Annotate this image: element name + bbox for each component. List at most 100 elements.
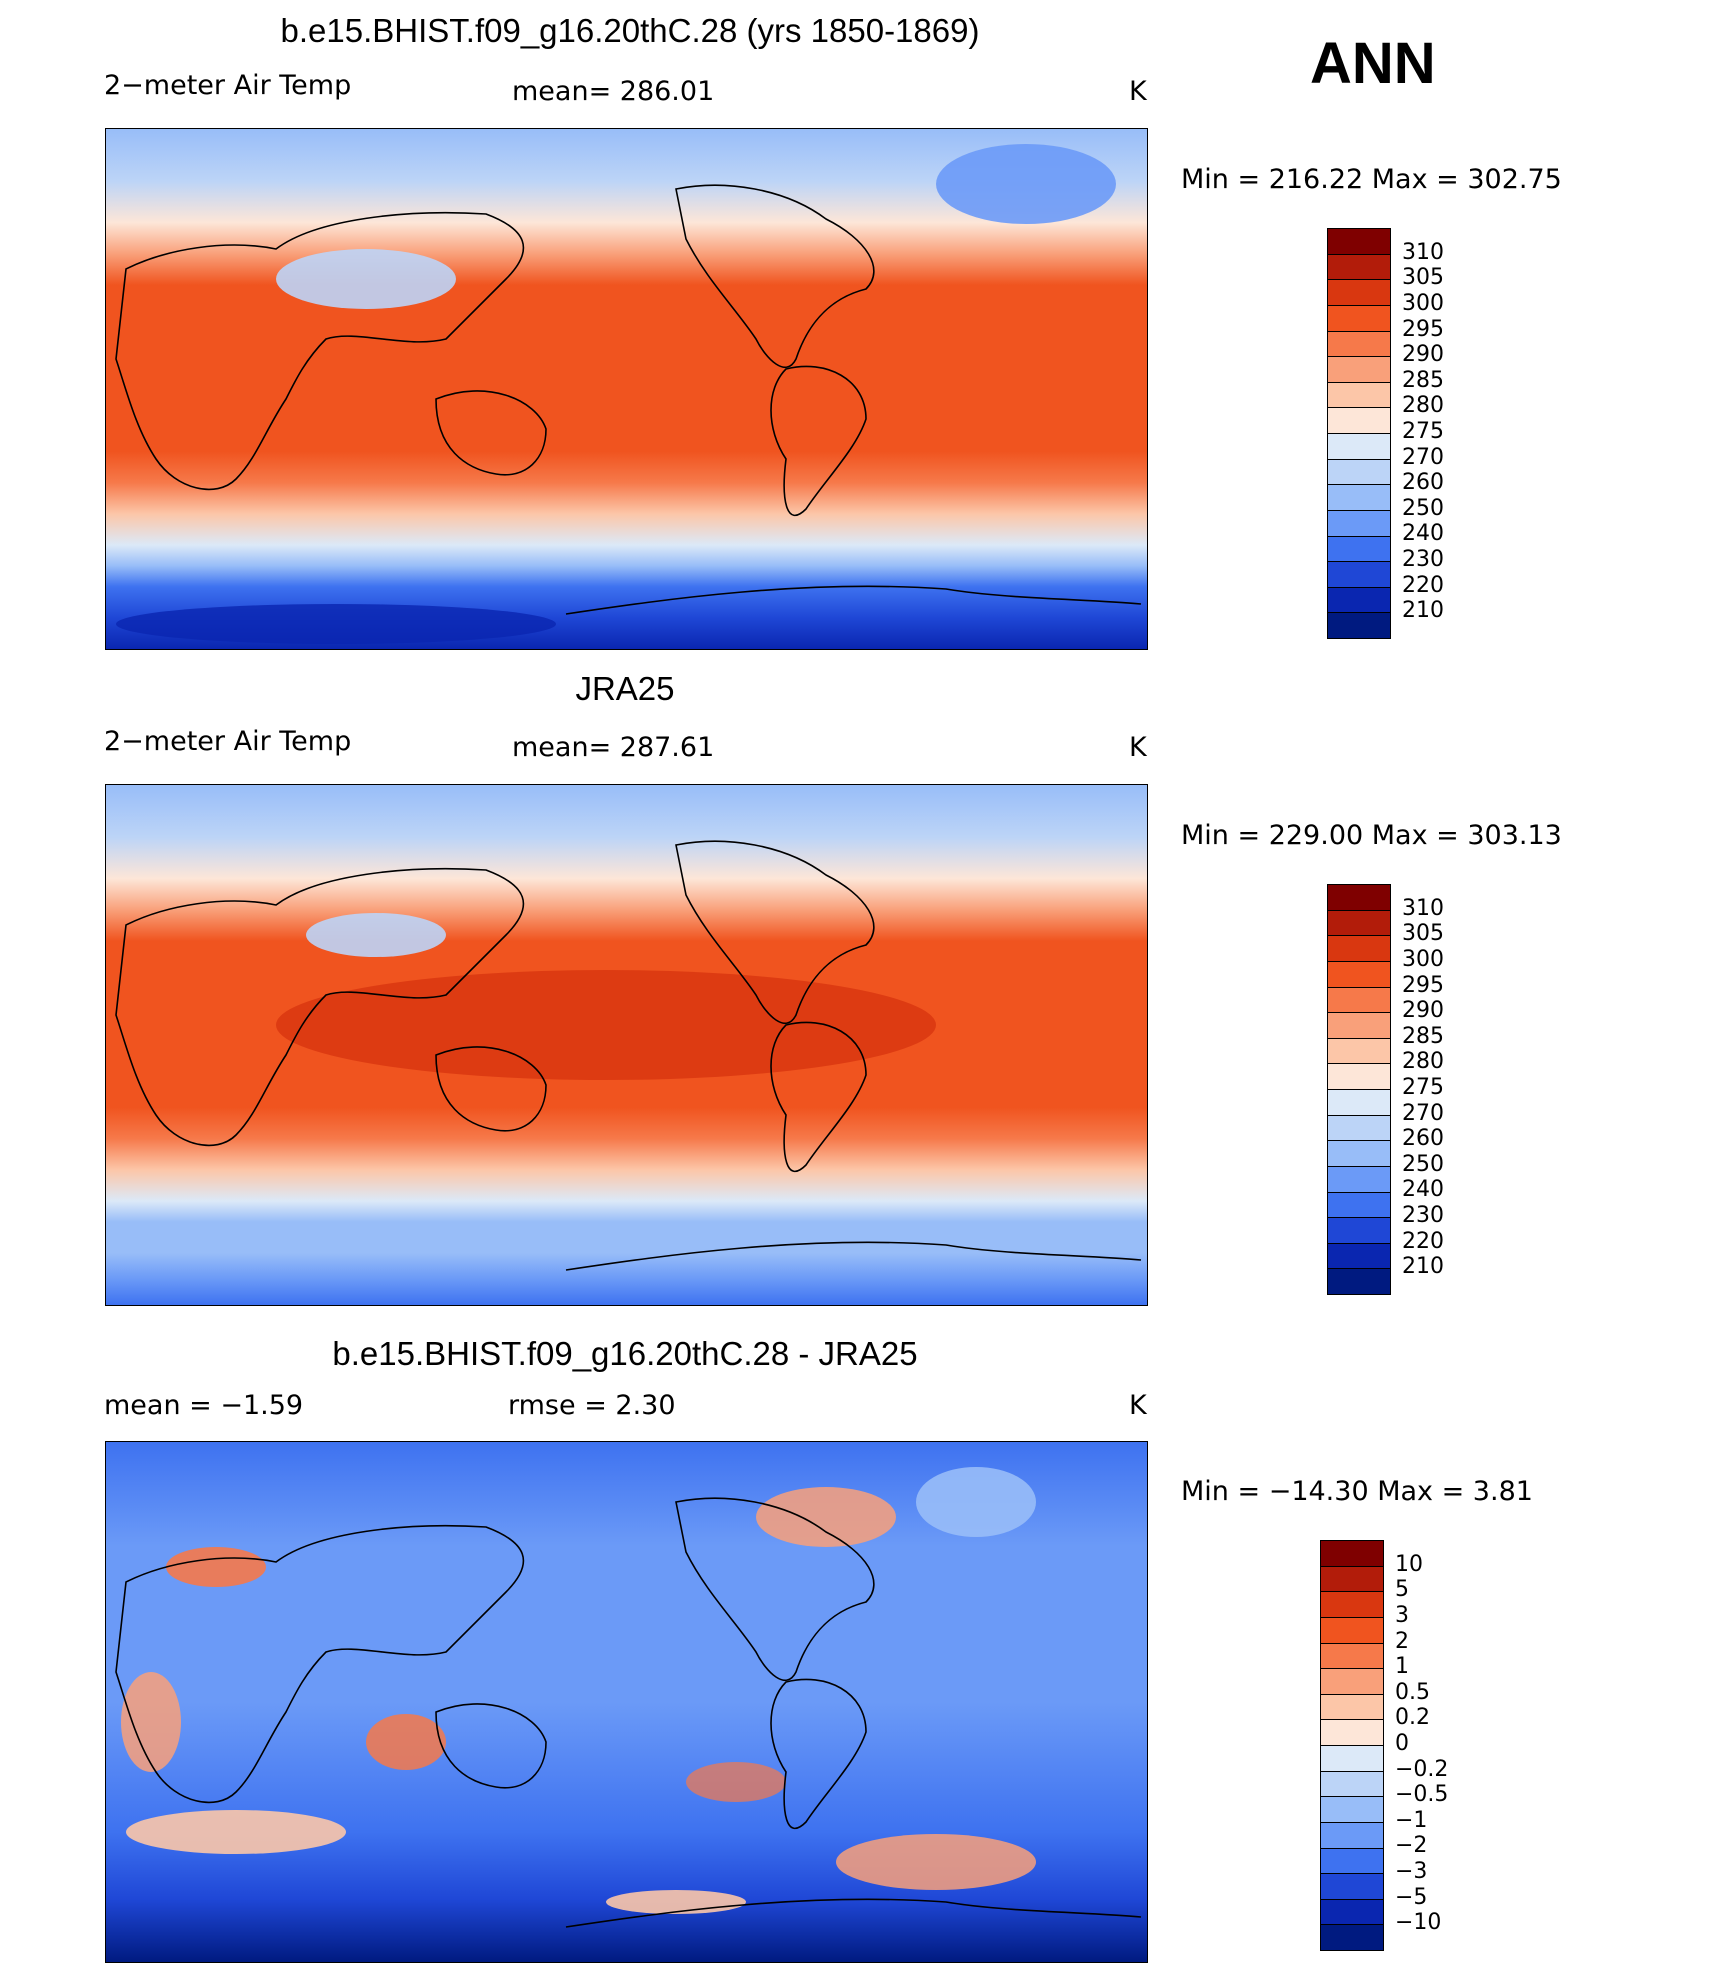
colorbar-swatch — [1328, 1269, 1390, 1294]
panel1-variable: 2−meter Air Temp — [104, 70, 352, 101]
panel3-minmax: Min = −14.30 Max = 3.81 — [1181, 1476, 1533, 1507]
colorbar-swatch — [1321, 1771, 1383, 1798]
panel3-mean: mean = −1.59 — [104, 1390, 304, 1421]
colorbar-swatch — [1321, 1720, 1383, 1746]
colorbar-swatch — [1328, 1064, 1390, 1090]
panel2-mean: mean= 287.61 — [512, 732, 715, 763]
colorbar-swatch — [1321, 1694, 1383, 1721]
panel2-minmax: Min = 229.00 Max = 303.13 — [1181, 820, 1562, 851]
colorbar-swatch — [1328, 1141, 1390, 1167]
panel3-colorbar — [1320, 1540, 1384, 1951]
colorbar-label: 240 — [1402, 521, 1444, 547]
colorbar-label: 220 — [1402, 1228, 1444, 1254]
colorbar-swatch — [1328, 254, 1390, 281]
colorbar-label: 285 — [1402, 1023, 1444, 1049]
colorbar-swatch — [1321, 1746, 1383, 1772]
colorbar-label: −5 — [1395, 1884, 1428, 1910]
colorbar-swatch — [1328, 1243, 1390, 1270]
colorbar-label: 230 — [1402, 546, 1444, 572]
colorbar-swatch — [1328, 936, 1390, 962]
colorbar-label: 0.2 — [1395, 1705, 1430, 1731]
colorbar-swatch — [1328, 280, 1390, 306]
colorbar-label: 240 — [1402, 1177, 1444, 1203]
colorbar-label: 0.5 — [1395, 1679, 1430, 1705]
colorbar-label: 280 — [1402, 393, 1444, 419]
colorbar-swatch — [1328, 1192, 1390, 1219]
panel3-map — [105, 1441, 1148, 1963]
colorbar-swatch — [1328, 382, 1390, 409]
colorbar-label: 230 — [1402, 1202, 1444, 1228]
colorbar-swatch — [1328, 536, 1390, 563]
colorbar-swatch — [1321, 1669, 1383, 1695]
colorbar-swatch — [1321, 1925, 1383, 1950]
colorbar-swatch — [1321, 1899, 1383, 1926]
panel3-title: b.e15.BHIST.f09_g16.20thC.28 - JRA25 — [332, 1335, 918, 1372]
colorbar-label: 210 — [1402, 598, 1444, 624]
panel2-colorbar-labels: 310 305 300 295 290 285 280 275 270 260 250 240 230 2… — [1402, 896, 1444, 1280]
colorbar-label: 250 — [1402, 495, 1444, 521]
colorbar-label: 295 — [1402, 316, 1444, 342]
colorbar-label: 250 — [1402, 1151, 1444, 1177]
colorbar-label: 2 — [1395, 1628, 1409, 1654]
panel3-colorbar-labels: 10 5 3 2 1 0.5 0.2 0 −0.2 −0.5 −1 −2 −3 −5 −10 — [1395, 1552, 1448, 1936]
colorbar-label: 295 — [1402, 972, 1444, 998]
colorbar-label: 280 — [1402, 1049, 1444, 1075]
colorbar-label: 305 — [1402, 921, 1444, 947]
panel3-unit: K — [1129, 1390, 1147, 1421]
colorbar-swatch — [1328, 1115, 1390, 1142]
colorbar-swatch — [1328, 1013, 1390, 1039]
panel2-title: JRA25 — [575, 670, 675, 707]
colorbar-swatch — [1328, 434, 1390, 460]
colorbar-swatch — [1328, 987, 1390, 1014]
season-label: ANN — [1310, 31, 1436, 96]
colorbar-label: −1 — [1395, 1807, 1428, 1833]
colorbar-label: −2 — [1395, 1833, 1428, 1859]
colorbar-swatch — [1328, 510, 1390, 537]
colorbar-swatch — [1328, 485, 1390, 511]
colorbar-swatch — [1321, 1592, 1383, 1618]
colorbar-swatch — [1321, 1541, 1383, 1567]
colorbar-label: 270 — [1402, 1100, 1444, 1126]
colorbar-label: 1 — [1395, 1654, 1409, 1680]
colorbar-label: 275 — [1402, 418, 1444, 444]
colorbar-swatch — [1321, 1874, 1383, 1900]
panel1-minmax: Min = 216.22 Max = 302.75 — [1181, 164, 1562, 195]
panel1-unit: K — [1129, 76, 1147, 107]
colorbar-label: 305 — [1402, 265, 1444, 291]
panel1-map — [105, 128, 1148, 650]
panel3-rmse: rmse = 2.30 — [508, 1390, 676, 1421]
colorbar-swatch — [1328, 1038, 1390, 1065]
colorbar-label: −10 — [1395, 1910, 1442, 1936]
panel2-unit: K — [1129, 732, 1147, 763]
colorbar-swatch — [1328, 1090, 1390, 1116]
colorbar-swatch — [1328, 910, 1390, 937]
colorbar-label: 270 — [1402, 444, 1444, 470]
panel1-colorbar-labels: 310 305 300 295 290 285 280 275 270 260 250 240 230 2… — [1402, 240, 1444, 624]
colorbar-swatch — [1321, 1822, 1383, 1849]
colorbar-label: 290 — [1402, 342, 1444, 368]
colorbar-swatch — [1328, 1218, 1390, 1244]
colorbar-label: 310 — [1402, 895, 1444, 921]
colorbar-swatch — [1328, 587, 1390, 614]
colorbar-swatch — [1328, 961, 1390, 988]
colorbar-label: 275 — [1402, 1074, 1444, 1100]
colorbar-label: 220 — [1402, 572, 1444, 598]
colorbar-label: −0.5 — [1395, 1782, 1449, 1808]
colorbar-swatch — [1321, 1848, 1383, 1875]
colorbar-swatch — [1328, 459, 1390, 486]
colorbar-label: 310 — [1402, 239, 1444, 265]
colorbar-label: 10 — [1395, 1551, 1423, 1577]
colorbar-swatch — [1321, 1643, 1383, 1670]
colorbar-swatch — [1328, 562, 1390, 588]
panel2-colorbar — [1327, 884, 1391, 1295]
colorbar-label: 260 — [1402, 470, 1444, 496]
panel1-colorbar — [1327, 228, 1391, 639]
colorbar-label: −0.2 — [1395, 1756, 1449, 1782]
colorbar-swatch — [1328, 305, 1390, 332]
colorbar-label: 3 — [1395, 1602, 1409, 1628]
colorbar-label: 285 — [1402, 367, 1444, 393]
colorbar-swatch — [1328, 229, 1390, 255]
colorbar-swatch — [1328, 1166, 1390, 1193]
colorbar-label: 210 — [1402, 1254, 1444, 1280]
panel2-map — [105, 784, 1148, 1306]
